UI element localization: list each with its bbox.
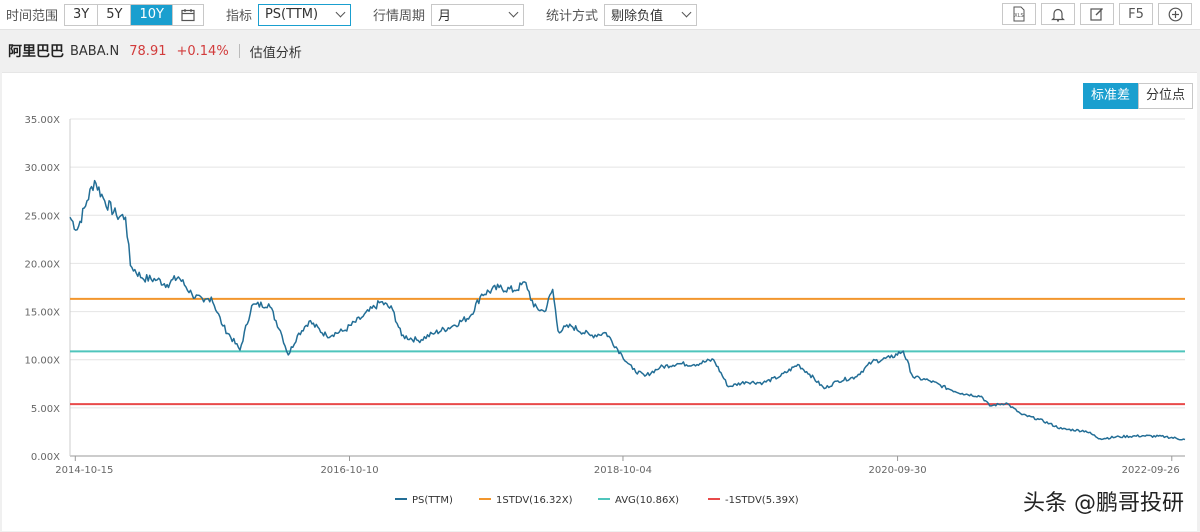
stock-code: BABA.N	[70, 44, 119, 59]
x-tick-label: 2014-10-15	[55, 465, 113, 476]
add-button[interactable]	[1158, 3, 1192, 25]
time-range-label: 时间范围	[6, 5, 58, 24]
calendar-icon[interactable]	[173, 5, 203, 25]
indicator-select[interactable]: PS(TTM)	[258, 4, 351, 26]
x-tick-label: 2020-09-30	[869, 465, 927, 476]
plus-circle-icon	[1168, 7, 1183, 22]
period-select[interactable]: 月	[431, 4, 524, 26]
method-label: 统计方式	[546, 5, 598, 24]
indicator-value: PS(TTM)	[265, 7, 318, 22]
range-5y-button[interactable]: 5Y	[98, 5, 131, 25]
svg-text:XLS: XLS	[1014, 13, 1023, 19]
edit-icon	[1090, 7, 1104, 21]
ps-ttm-series-line	[70, 181, 1185, 440]
legend-label: 1STDV(16.32X)	[496, 495, 573, 506]
method-value: 剔除负值	[611, 5, 663, 24]
stock-change: +0.14%	[176, 44, 228, 59]
x-tick-label: 2022-09-26	[1122, 465, 1180, 476]
stock-name: 阿里巴巴	[8, 41, 64, 61]
method-select[interactable]: 剔除负值	[604, 4, 697, 26]
y-tick-label: 10.00X	[25, 356, 61, 367]
range-10y-button[interactable]: 10Y	[131, 5, 172, 25]
y-tick-label: 30.00X	[25, 163, 61, 174]
period-value: 月	[438, 5, 451, 24]
export-xls-button[interactable]: XLS	[1002, 3, 1036, 25]
section-title: 估值分析	[250, 42, 302, 61]
legend-label: -1STDV(5.39X)	[725, 495, 799, 506]
alert-button[interactable]	[1041, 3, 1075, 25]
chevron-down-icon	[682, 8, 692, 18]
indicator-label: 指标	[226, 5, 252, 24]
x-tick-label: 2018-10-04	[594, 465, 652, 476]
chevron-down-icon	[509, 8, 519, 18]
range-3y-button[interactable]: 3Y	[65, 5, 98, 25]
time-range-segment: 3Y 5Y 10Y	[64, 4, 204, 26]
y-tick-label: 0.00X	[31, 452, 60, 463]
watermark: 头条 @鹏哥投研	[1023, 485, 1184, 517]
toolbar-actions: XLS F5	[997, 3, 1192, 25]
toolbar: 时间范围 3Y 5Y 10Y 指标 PS(TTM) 行情周期 月 统计方式 剔除…	[0, 0, 1200, 30]
valuation-chart: 0.00X 5.00X 10.00X 15.00X 20.00X 25.00X 30.00X…	[2, 73, 1197, 532]
y-tick-label: 20.00X	[25, 259, 61, 270]
legend-label: AVG(10.86X)	[615, 495, 679, 506]
y-tick-label: 15.00X	[25, 308, 61, 319]
legend-label: PS(TTM)	[412, 495, 453, 506]
chevron-down-icon	[336, 8, 346, 18]
y-tick-label: 5.00X	[31, 404, 60, 415]
edit-button[interactable]	[1080, 3, 1114, 25]
divider	[239, 44, 240, 58]
xls-icon: XLS	[1011, 6, 1027, 22]
bell-icon	[1051, 7, 1065, 22]
stock-info-bar: 阿里巴巴 BABA.N 78.91 +0.14% 估值分析	[0, 31, 1200, 71]
f5-button[interactable]: F5	[1119, 3, 1153, 25]
stock-price: 78.91	[129, 44, 166, 59]
y-tick-label: 25.00X	[25, 211, 61, 222]
period-label: 行情周期	[373, 5, 425, 24]
y-tick-label: 35.00X	[25, 115, 61, 126]
x-tick-label: 2016-10-10	[320, 465, 378, 476]
